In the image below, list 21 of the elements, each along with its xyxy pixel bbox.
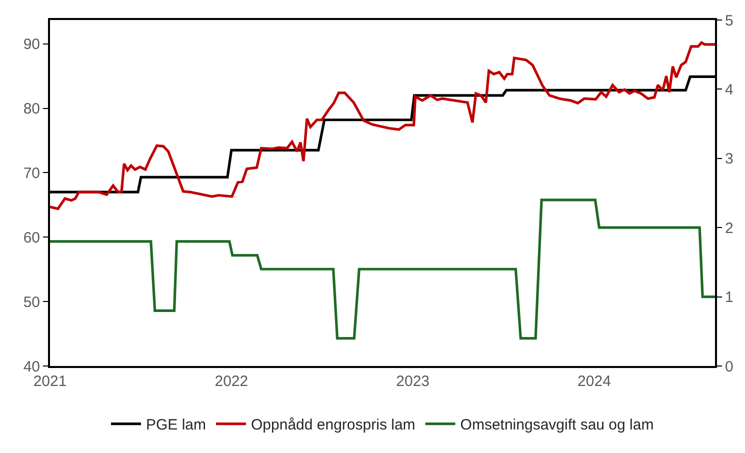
x-tick-label: 2022 bbox=[214, 373, 248, 390]
y2-tick-label: 1 bbox=[725, 289, 734, 306]
legend-label: Omsetningsavgift sau og lam bbox=[460, 416, 654, 434]
line-series bbox=[50, 41, 715, 210]
line-series bbox=[50, 198, 715, 340]
y-tick-label: 50 bbox=[23, 294, 40, 311]
x-tick-label: 2024 bbox=[578, 373, 611, 390]
y-tick-label: 40 bbox=[23, 358, 40, 376]
y2-tick-label: 3 bbox=[725, 150, 734, 168]
y-tick-label: 70 bbox=[23, 164, 40, 182]
y2-tick-label: 5 bbox=[725, 12, 734, 30]
x-tick-label: 2023 bbox=[396, 373, 430, 390]
y2-tick-label: 2 bbox=[725, 220, 734, 237]
y-tick-label: 80 bbox=[23, 100, 40, 118]
legend-label: Oppnådd engrospris lam bbox=[251, 416, 416, 434]
y2-tick-label: 4 bbox=[725, 81, 734, 98]
y-tick-label: 90 bbox=[23, 36, 40, 54]
legend-label: PGE lam bbox=[146, 416, 206, 434]
x-tick-label: 2021 bbox=[33, 373, 67, 390]
y2-tick-label: 0 bbox=[725, 358, 734, 376]
y-tick-label: 60 bbox=[23, 229, 40, 246]
